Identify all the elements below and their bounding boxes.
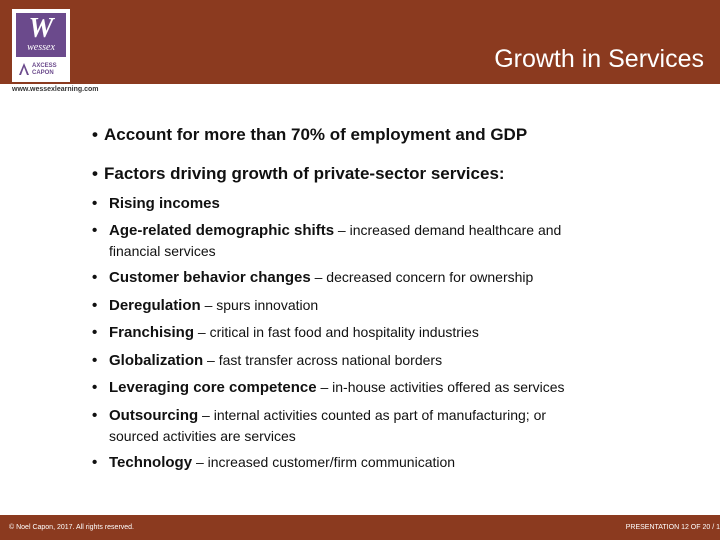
sub-bullet-continuation: financial services bbox=[109, 243, 216, 259]
logo-letter: W bbox=[28, 13, 54, 44]
wessex-logo-mark: W wessex bbox=[16, 13, 66, 57]
logo-sub-label: AXCESS CAPON bbox=[32, 63, 57, 76]
bullet-dot-icon: • bbox=[92, 324, 98, 341]
bullet-dot-icon: • bbox=[92, 352, 98, 369]
sub-bullet-lead: Leveraging core competence bbox=[109, 379, 317, 396]
website-url: www.wessexlearning.com bbox=[12, 86, 99, 93]
bullet-dot-icon: • bbox=[92, 125, 98, 144]
copyright-notice: © Noel Capon, 2017. All rights reserved. bbox=[9, 524, 135, 531]
sub-bullet-detail: – fast transfer across national borders bbox=[203, 352, 443, 368]
bullet-dot-icon: • bbox=[92, 269, 98, 286]
sub-bullet-detail: – increased customer/firm communication bbox=[192, 454, 456, 470]
sub-bullet-detail: – decreased concern for ownership bbox=[310, 269, 534, 285]
slide-header: W wessex AXCESS CAPON Growth in Services bbox=[0, 0, 720, 84]
bullet-text: Account for more than 70% of employment … bbox=[104, 125, 528, 144]
sub-bullet-lead: Age-related demographic shifts bbox=[109, 222, 335, 239]
bullet-text: Factors driving growth of private-sector… bbox=[104, 164, 505, 183]
axcess-capon-logo: AXCESS CAPON bbox=[16, 61, 66, 79]
axcess-capon-icon bbox=[19, 63, 29, 75]
slide-title: Growth in Services bbox=[494, 45, 704, 73]
sub-bullet-lead: Rising incomes bbox=[109, 195, 220, 212]
sub-bullet-detail: – internal activities counted as part of… bbox=[198, 407, 547, 423]
bullet-dot-icon: • bbox=[92, 195, 98, 212]
sub-bullet-lead: Outsourcing bbox=[109, 407, 199, 424]
sub-bullet-lead: Globalization bbox=[109, 352, 204, 369]
bullet-dot-icon: • bbox=[92, 164, 98, 183]
bullet-dot-icon: • bbox=[92, 297, 98, 314]
bullet-dot-icon: • bbox=[92, 407, 98, 424]
wessex-logo: W wessex AXCESS CAPON bbox=[12, 9, 70, 82]
sub-bullet-lead: Franchising bbox=[109, 324, 195, 341]
sub-bullet-detail: – increased demand healthcare and bbox=[334, 222, 562, 238]
sub-bullet-continuation: sourced activities are services bbox=[109, 428, 296, 444]
sub-bullet-lead: Customer behavior changes bbox=[109, 269, 311, 286]
sub-bullet-detail: – critical in fast food and hospitality … bbox=[194, 324, 479, 340]
sub-bullet-detail: – in-house activities offered as service… bbox=[316, 379, 565, 395]
sub-bullet-detail: – spurs innovation bbox=[200, 297, 319, 313]
sub-bullet-lead: Technology bbox=[109, 454, 193, 471]
bullet-dot-icon: • bbox=[92, 222, 98, 239]
bullet-dot-icon: • bbox=[92, 379, 98, 396]
logo-name: wessex bbox=[27, 42, 55, 53]
bullet-dot-icon: • bbox=[92, 454, 98, 471]
page-indicator: PRESENTATION 12 OF 20 / 1 bbox=[625, 524, 720, 531]
slide-footer: © Noel Capon, 2017. All rights reserved.… bbox=[0, 515, 720, 540]
sub-bullet-lead: Deregulation bbox=[109, 297, 201, 314]
